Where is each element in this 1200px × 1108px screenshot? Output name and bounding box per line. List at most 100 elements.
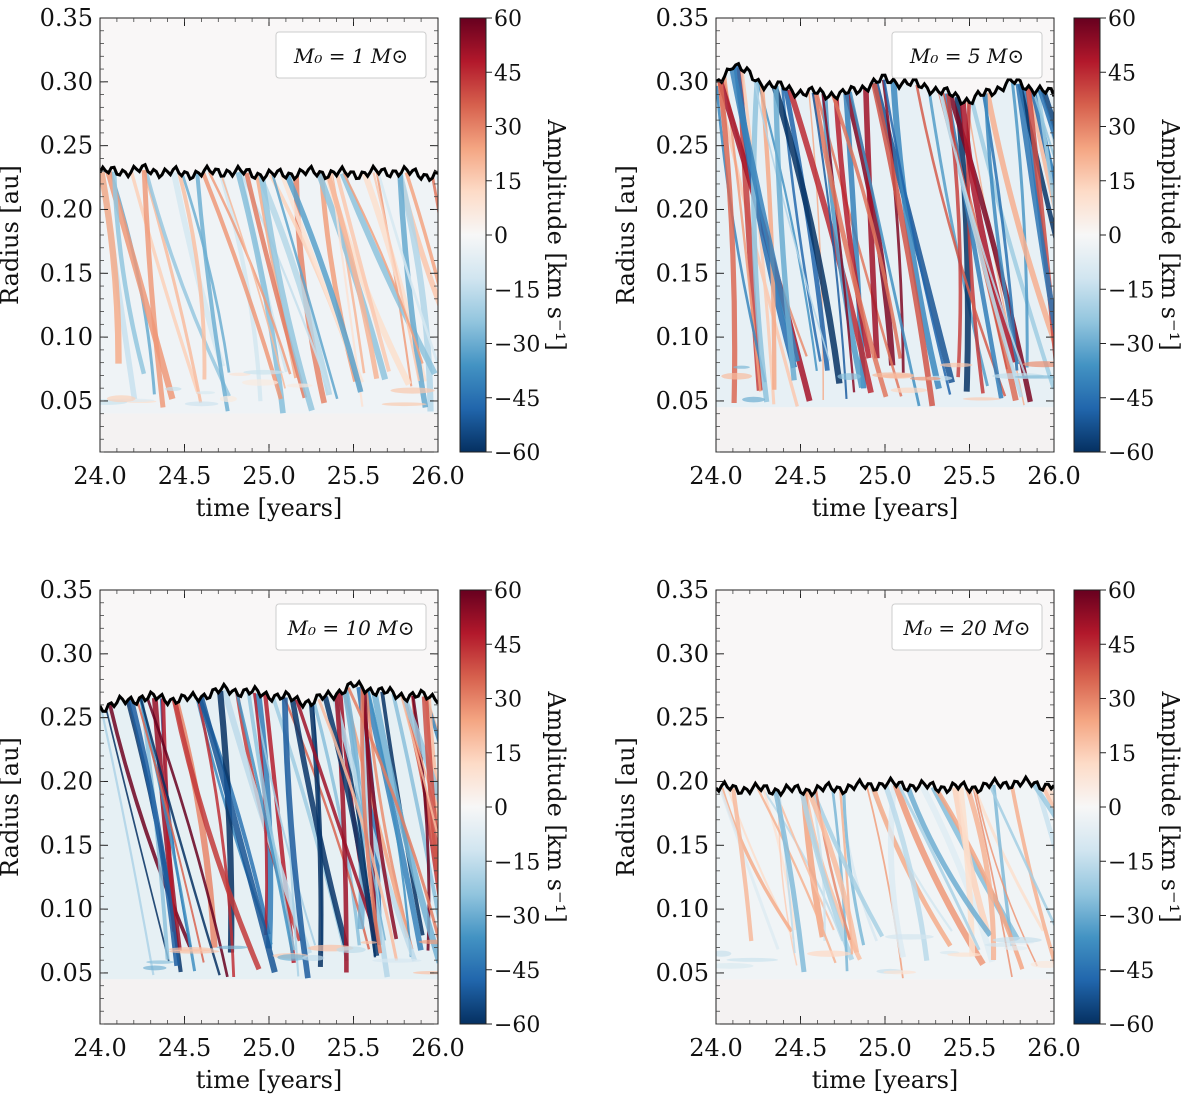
ripple [336, 946, 366, 954]
wave-front [135, 698, 205, 963]
ripple [837, 373, 861, 380]
y-tick-label: 0.15 [40, 259, 93, 287]
colorbar-tick-label: 15 [1108, 742, 1136, 767]
ripple [1030, 960, 1054, 968]
wave-front [196, 696, 236, 978]
ripple [241, 379, 279, 386]
wave-front [208, 171, 292, 375]
wave-front [904, 784, 993, 937]
wave-front [718, 787, 780, 950]
colorbar-tick-label: 0 [1108, 224, 1122, 249]
wave-front [773, 86, 797, 381]
wave-front [830, 93, 903, 359]
wave-front [339, 172, 438, 376]
colorbar-tick-label: 0 [494, 796, 508, 821]
ripple [229, 372, 251, 377]
x-tick-label: 25.0 [242, 1034, 295, 1062]
ripple [219, 395, 237, 403]
ripple [721, 372, 753, 380]
x-tick-label: 24.5 [158, 462, 211, 490]
wave-front [404, 171, 438, 289]
ripple [992, 936, 1042, 944]
colorbar-tick-label: 15 [494, 742, 522, 767]
wave-front [915, 84, 1007, 397]
ripple [184, 401, 219, 407]
legend-text: M₀ = 20 M⊙ [902, 616, 1030, 640]
wave-front [716, 85, 767, 383]
ripple [947, 952, 982, 957]
ripple [939, 362, 973, 368]
colorbar-label: Amplitude [km s⁻¹] [542, 118, 570, 350]
x-tick-label: 26.0 [411, 462, 464, 490]
wave-front [128, 699, 180, 967]
x-tick-label: 24.5 [158, 1034, 211, 1062]
wave-front [969, 99, 1054, 390]
x-tick-label: 24.0 [73, 1034, 126, 1062]
colorbar-tick-label: −60 [1108, 1013, 1154, 1038]
ripple [885, 934, 934, 940]
y-tick-label: 0.30 [40, 640, 93, 668]
colorbar-tick-label: 30 [494, 116, 522, 141]
wave-front [762, 788, 797, 931]
ripple [742, 396, 765, 403]
y-tick-label: 0.05 [40, 387, 93, 415]
ripple [360, 940, 377, 944]
colorbar-tick-label: 45 [1108, 633, 1136, 658]
colorbar-tick-label: −30 [1108, 905, 1154, 930]
wave-front [1010, 81, 1029, 368]
ripple [418, 939, 438, 945]
colorbar-tick-label: −15 [1108, 278, 1154, 303]
wave-front [312, 701, 323, 954]
ripple [413, 971, 438, 975]
wave-front [806, 788, 860, 953]
wave-front [360, 687, 399, 940]
ripple [372, 958, 422, 963]
panel-1: 0.05 0.10 0.15 0.20 0.25 0.30 0.35 24.0 24.5 25.0… [0, 4, 570, 522]
panel-2: 0.05 0.10 0.15 0.20 0.25 0.30 0.35 24.0 24.5 25.0… [612, 4, 1184, 522]
y-tick-label: 0.10 [40, 895, 93, 923]
y-tick-label: 0.05 [40, 959, 93, 987]
wave-front [334, 692, 349, 973]
y-tick-label: 0.25 [656, 132, 709, 160]
wave-front [938, 90, 1027, 377]
wave-front [717, 80, 738, 404]
y-tick-label: 0.15 [656, 259, 709, 287]
colorbar-tick-label: 15 [1108, 170, 1136, 195]
wave-front [946, 93, 963, 378]
colorbar-tick-label: −60 [494, 441, 540, 466]
wave-front [360, 687, 383, 954]
y-tick-label: 0.20 [656, 195, 709, 223]
wave-front [808, 92, 824, 401]
wave-front [821, 93, 856, 393]
colorbar-tick-label: 30 [1108, 116, 1136, 141]
ripple [726, 957, 779, 962]
y-axis-label: Radius [au] [612, 737, 640, 877]
colorbar-gradient [1073, 589, 1101, 1025]
wave-front [988, 784, 1054, 927]
y-tick-label: 0.35 [656, 576, 709, 604]
y-tick-label: 0.05 [656, 959, 709, 987]
wave-front [992, 784, 1014, 947]
colorbar: 60 45 30 15 0 −15 −30 −45 −60 Amplitude [km s⁻¹] [1073, 7, 1184, 466]
legend-box [275, 603, 427, 651]
wave-front [844, 92, 896, 366]
wave-front [882, 783, 930, 962]
heatmap [716, 18, 1054, 452]
wave-front [756, 81, 818, 372]
x-tick-label: 24.5 [774, 1034, 827, 1062]
colorbar-label: Amplitude [km s⁻¹] [1156, 690, 1184, 922]
y-axis-label: Radius [au] [0, 737, 24, 877]
ripple [216, 945, 249, 950]
wave-front [1037, 89, 1054, 142]
wave-front [325, 172, 380, 380]
colorbar-gradient [459, 17, 487, 453]
wave-front [972, 787, 1013, 978]
y-tick-label: 0.25 [40, 704, 93, 732]
heatmap [100, 18, 438, 452]
legend-box [891, 603, 1043, 651]
colorbar-tick-label: −45 [494, 387, 540, 412]
wave-front [897, 784, 981, 951]
x-tick-label: 25.5 [327, 1034, 380, 1062]
